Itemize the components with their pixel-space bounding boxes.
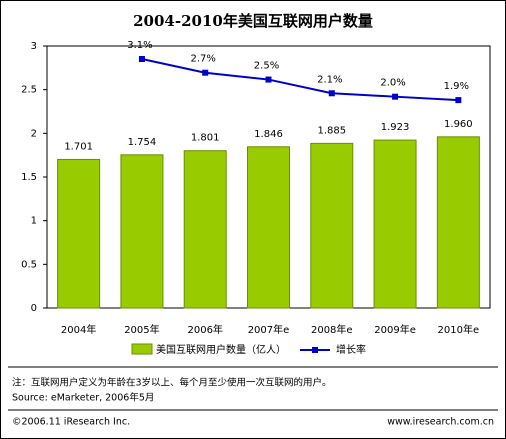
data-label: 1.960 xyxy=(444,119,473,130)
line xyxy=(141,58,459,102)
legend-swatch xyxy=(312,347,318,353)
data-label: 2.0% xyxy=(380,78,405,89)
legend-label: 增长率 xyxy=(336,343,366,356)
data-label: 1.701 xyxy=(64,141,93,152)
note: 注：互联网用户定义为年龄在3岁以上、每个月至少使用一次互联网的用户。 xyxy=(12,377,332,389)
x-tick-label: 2008年e xyxy=(311,323,353,336)
data-label: 1.846 xyxy=(254,129,283,140)
data-label: 2.7% xyxy=(191,54,216,65)
x-tick-label: 2010年e xyxy=(438,323,480,336)
data-label: 1.885 xyxy=(317,125,346,136)
bar xyxy=(310,142,354,309)
bar xyxy=(120,154,164,309)
data-label: 1.923 xyxy=(381,122,410,133)
y-tick-label: 1 xyxy=(31,216,37,227)
marker xyxy=(455,97,462,104)
data-label: 3.1% xyxy=(127,40,152,51)
legend-swatch xyxy=(131,343,153,355)
marker xyxy=(138,56,145,63)
data-label: 1.801 xyxy=(191,133,220,144)
x-tick-label: 2005年 xyxy=(124,323,159,336)
marker xyxy=(265,76,272,83)
y-tick-label: 0 xyxy=(31,303,37,314)
data-label: 2.5% xyxy=(254,61,279,72)
legend-label: 美国互联网用户数量（亿人） xyxy=(156,343,286,356)
y-tick-label: 3 xyxy=(31,41,37,52)
bar xyxy=(436,136,480,309)
data-label: 2.1% xyxy=(317,74,342,85)
x-tick-label: 2007年e xyxy=(248,323,290,336)
bar xyxy=(247,146,290,309)
x-tick-label: 2006年 xyxy=(187,323,222,336)
marker xyxy=(202,69,209,76)
bar xyxy=(373,139,417,309)
website: www.iresearch.com.cn xyxy=(387,417,494,428)
data-label: 1.9% xyxy=(444,81,469,92)
copyright: ©2006.11 iResearch Inc. xyxy=(12,417,130,428)
y-tick-label: 0.5 xyxy=(21,259,37,270)
y-tick-label: 2.5 xyxy=(21,85,37,96)
x-tick-label: 2004年 xyxy=(61,323,96,336)
y-tick-label: 2 xyxy=(31,128,37,139)
bar xyxy=(183,150,227,309)
data-label: 1.754 xyxy=(128,137,157,148)
bar xyxy=(57,158,101,309)
chart-title: 2004-2010年美国互联网用户数量 xyxy=(133,12,373,30)
x-tick-label: 2009年e xyxy=(374,323,416,336)
y-tick-label: 1.5 xyxy=(21,172,37,183)
marker xyxy=(392,93,399,100)
source: Source: eMarketer, 2006年5月 xyxy=(12,392,154,404)
marker xyxy=(328,90,335,97)
